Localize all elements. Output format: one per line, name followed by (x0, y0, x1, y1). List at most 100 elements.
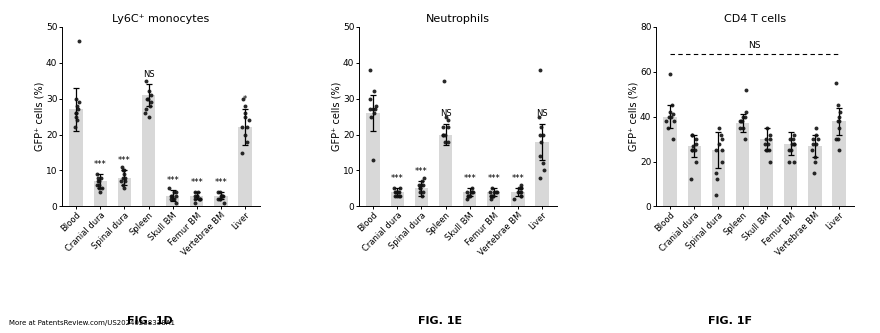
Point (483, 189, 497, 195)
Point (92, 189, 106, 195)
Point (533, 67, 547, 73)
Point (760, 125, 774, 131)
Text: NS: NS (143, 70, 154, 79)
Point (118, 175, 132, 180)
Point (169, 189, 183, 195)
Text: FIG. 1F: FIG. 1F (708, 316, 752, 326)
Point (70, 118, 84, 123)
Text: NS: NS (440, 109, 451, 118)
Point (831, 137, 845, 142)
Point (436, 125, 451, 130)
Point (238, 103, 253, 109)
Point (829, 80, 843, 86)
Point (169, 200, 183, 205)
Point (709, 192, 723, 198)
Point (808, 155, 822, 160)
Point (463, 193, 477, 198)
Point (833, 109, 847, 115)
Point (485, 186, 499, 191)
Text: ***: *** (215, 178, 227, 187)
Point (388, 193, 402, 198)
Point (785, 141, 799, 146)
Point (164, 196, 178, 202)
Point (191, 189, 205, 195)
Bar (809, 146, 822, 206)
Point (709, 148, 723, 153)
Point (661, 125, 675, 131)
Point (238, 110, 253, 116)
Point (391, 189, 405, 195)
Point (715, 159, 729, 164)
Point (788, 141, 802, 146)
Point (809, 125, 823, 131)
Point (235, 125, 249, 130)
Point (809, 141, 823, 146)
Point (758, 141, 772, 146)
Point (72, 100, 86, 105)
Point (117, 171, 131, 177)
Title: Neutrophils: Neutrophils (426, 14, 489, 24)
Point (70, 114, 84, 119)
Point (211, 196, 225, 202)
Point (412, 182, 426, 187)
Bar (190, 196, 203, 206)
Bar (238, 127, 252, 206)
Point (534, 125, 548, 130)
Point (805, 141, 819, 146)
Y-axis label: GFP⁺ cells (%): GFP⁺ cells (%) (34, 82, 45, 151)
Point (438, 139, 452, 145)
Point (235, 150, 249, 155)
Point (93, 175, 107, 180)
Point (709, 177, 723, 182)
Bar (93, 181, 106, 206)
Point (364, 114, 378, 119)
Point (532, 175, 546, 180)
Point (69, 96, 83, 101)
Point (388, 189, 402, 195)
Point (193, 196, 207, 202)
Point (95, 186, 109, 191)
Point (465, 186, 479, 191)
Point (363, 96, 377, 101)
Point (365, 107, 379, 112)
Point (787, 141, 801, 146)
Point (367, 89, 381, 94)
Point (70, 110, 84, 116)
Point (688, 148, 702, 153)
Point (215, 193, 229, 198)
Point (92, 186, 106, 191)
Point (715, 148, 729, 153)
Point (763, 137, 777, 142)
Point (70, 103, 84, 109)
Point (484, 193, 498, 198)
Point (413, 186, 427, 191)
Point (712, 141, 726, 146)
Point (759, 148, 774, 153)
Point (461, 193, 475, 198)
Point (515, 186, 529, 191)
Point (513, 193, 527, 198)
Point (460, 189, 474, 195)
Point (666, 137, 680, 142)
Point (441, 139, 455, 145)
Point (216, 200, 231, 205)
Point (439, 114, 453, 119)
Bar (535, 142, 549, 206)
Point (714, 132, 728, 137)
Bar (414, 188, 428, 206)
Bar (366, 113, 380, 206)
Point (369, 103, 383, 109)
Text: ***: *** (511, 174, 524, 183)
Text: ***: *** (463, 174, 476, 183)
Bar (118, 178, 131, 206)
Text: ***: *** (94, 160, 106, 169)
Point (782, 148, 796, 153)
Bar (142, 95, 155, 206)
Text: ***: *** (391, 174, 404, 183)
Text: ***: *** (166, 176, 179, 185)
Point (787, 132, 801, 137)
Bar (70, 109, 83, 206)
Point (832, 125, 846, 131)
Text: ***: *** (190, 178, 203, 187)
Text: NS: NS (748, 41, 761, 50)
